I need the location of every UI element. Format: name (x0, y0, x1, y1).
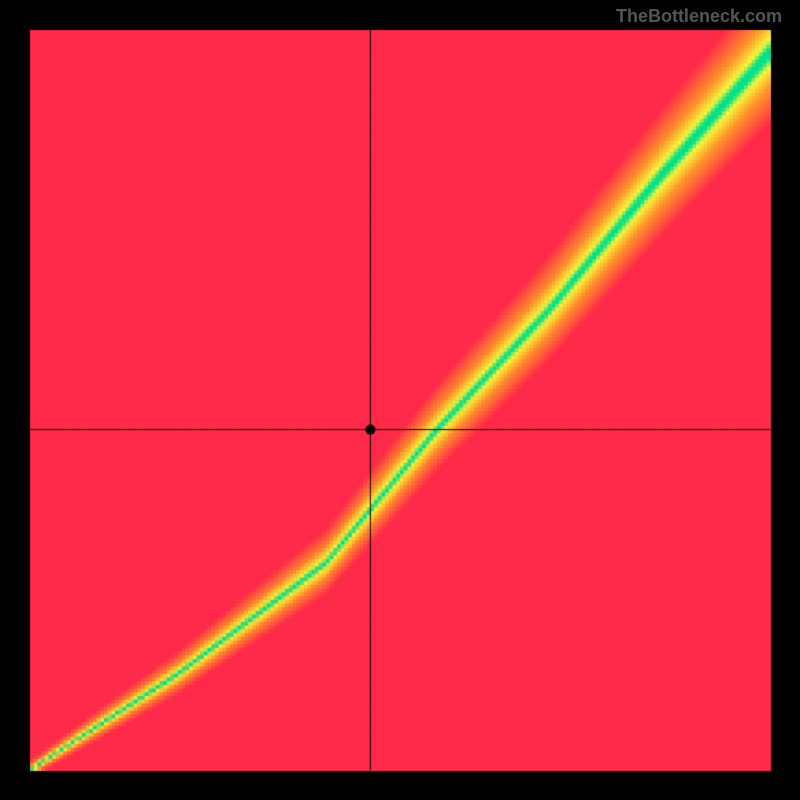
watermark-text: TheBottleneck.com (616, 6, 782, 27)
heatmap-canvas (0, 0, 800, 800)
chart-container: TheBottleneck.com (0, 0, 800, 800)
